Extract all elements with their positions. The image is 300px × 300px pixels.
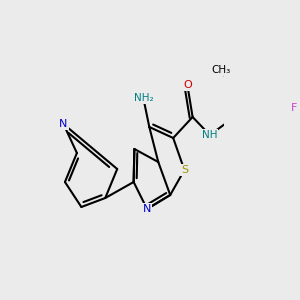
Text: CH₃: CH₃ — [212, 65, 231, 75]
Text: NH₂: NH₂ — [134, 93, 153, 103]
Text: O: O — [183, 80, 192, 90]
Text: N: N — [143, 204, 151, 214]
Text: F: F — [291, 103, 297, 113]
Text: S: S — [181, 165, 188, 175]
Text: NH: NH — [202, 130, 218, 140]
Text: N: N — [59, 119, 68, 129]
